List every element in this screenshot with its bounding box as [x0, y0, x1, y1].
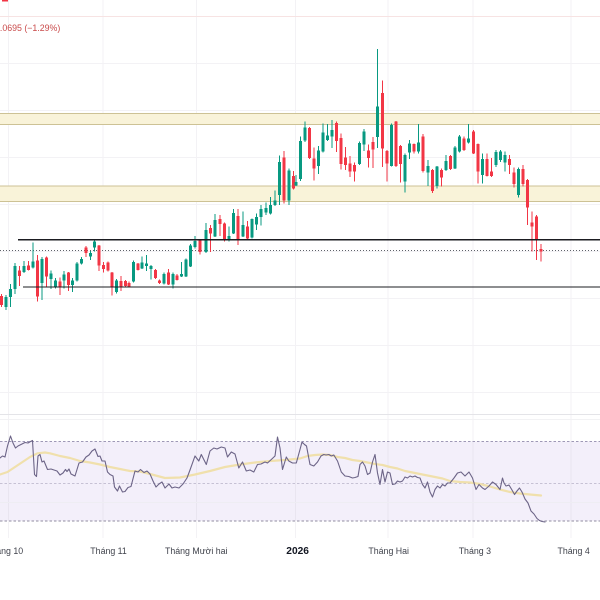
- svg-text:Tháng Hai: Tháng Hai: [368, 546, 409, 556]
- svg-text:2026: 2026: [286, 546, 309, 557]
- svg-text:Tháng 3: Tháng 3: [459, 546, 491, 556]
- svg-text:Tháng Mười hai: Tháng Mười hai: [165, 546, 228, 556]
- svg-text:0.0695 (−1.29%): 0.0695 (−1.29%): [0, 23, 60, 33]
- svg-text:Tháng 10: Tháng 10: [0, 546, 23, 556]
- svg-text:Tháng 4: Tháng 4: [558, 546, 590, 556]
- svg-text:Tháng 11: Tháng 11: [90, 546, 127, 556]
